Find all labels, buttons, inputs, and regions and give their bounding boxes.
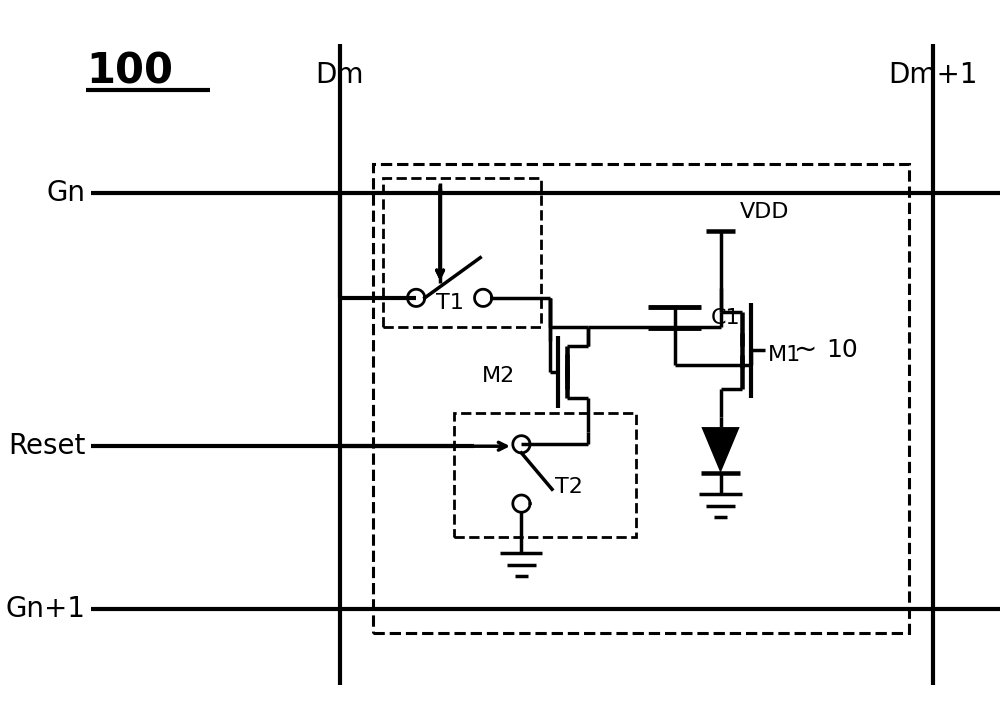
Bar xyxy=(454,413,636,537)
Text: Dm+1: Dm+1 xyxy=(888,61,978,89)
Text: 100: 100 xyxy=(86,50,173,92)
Text: Gn: Gn xyxy=(47,179,86,207)
Bar xyxy=(383,178,541,327)
Bar xyxy=(373,164,909,633)
Text: ~: ~ xyxy=(794,336,826,364)
Polygon shape xyxy=(701,427,740,473)
Text: Reset: Reset xyxy=(9,432,86,461)
Text: 10: 10 xyxy=(826,338,858,362)
Text: Gn+1: Gn+1 xyxy=(6,595,86,623)
Text: M1: M1 xyxy=(768,346,802,365)
Text: VDD: VDD xyxy=(740,202,789,222)
Text: M2: M2 xyxy=(481,367,515,386)
Text: T1: T1 xyxy=(436,293,464,312)
Text: Dm: Dm xyxy=(315,61,364,89)
Text: T2: T2 xyxy=(555,477,583,497)
Text: C1: C1 xyxy=(711,308,741,328)
